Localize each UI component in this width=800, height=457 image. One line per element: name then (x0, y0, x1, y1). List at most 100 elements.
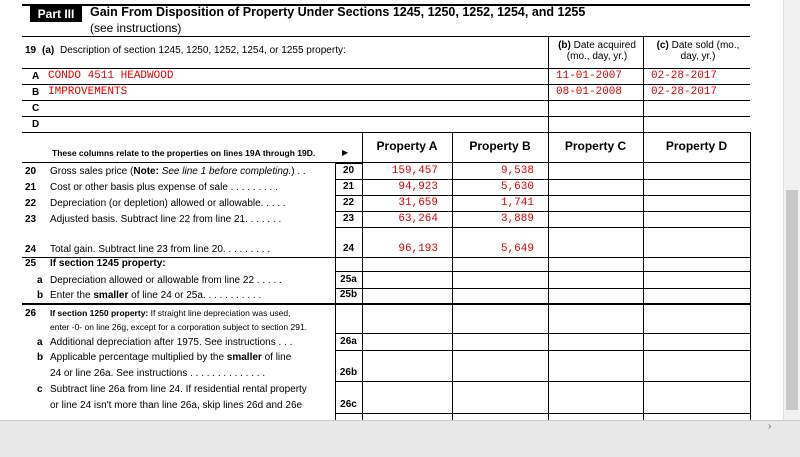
line-text: Description of section 1245, 1250, 1252,… (60, 45, 346, 56)
rule (22, 36, 750, 37)
col-header: (b) Date acquired (mo., day, yr.) (552, 40, 642, 62)
text-segment: If section 1250 property: (50, 308, 149, 318)
line-number: 20 (25, 166, 37, 177)
line-number: 21 (25, 182, 37, 193)
rule (22, 132, 750, 133)
rule (335, 195, 362, 196)
text-segment: If section 1245 property: (50, 258, 166, 269)
rule (452, 132, 453, 420)
text-segment: Enter the (50, 290, 94, 301)
text-segment: Depreciation allowed or allowable from l… (50, 275, 282, 286)
line-code: 22 (342, 197, 355, 208)
rule (335, 227, 362, 228)
line-number: 23 (25, 214, 37, 225)
line-number: b (37, 290, 44, 301)
text-segment: smaller (93, 290, 129, 301)
column-header: Property A (376, 139, 438, 153)
line-label: (a) (42, 45, 55, 56)
rule (643, 132, 644, 420)
rule (22, 303, 750, 305)
rule (22, 100, 750, 101)
rule (22, 84, 750, 85)
line-number: b (37, 352, 44, 363)
date-sold: 02-28-2017 (651, 86, 718, 98)
text-segment: Subtract line 26a from line 24. If resid… (50, 384, 307, 395)
line-code: 23 (342, 213, 355, 224)
line-code: 25a (340, 274, 357, 285)
text-segment: Adjusted basis. Subtract line 22 from li… (50, 214, 282, 225)
line-text: Adjusted basis. Subtract line 22 from li… (50, 214, 281, 225)
line-number: 25 (25, 258, 37, 269)
amount: 96,193 (398, 243, 438, 255)
line-text: Enter the smaller of line 24 or 25a. . .… (50, 290, 261, 301)
text-segment: Applicable percentage multiplied by the (50, 352, 227, 363)
columns-note: These columns relate to the properties o… (52, 148, 316, 158)
line-number: c (37, 384, 43, 395)
line-code: 26c (340, 399, 357, 410)
line-text: Depreciation (or depletion) allowed or a… (50, 198, 286, 209)
date-sold: 02-28-2017 (651, 70, 718, 82)
text-segment: of line (261, 352, 292, 363)
text-segment: If straight line depreciation was used, (148, 308, 291, 318)
line-code: 26b (339, 367, 358, 378)
part-subtitle: (see instructions) (90, 21, 182, 35)
vertical-scrollbar[interactable] (783, 0, 800, 420)
description: CONDO 4511 HEADWOOD (48, 70, 174, 82)
line-text: or line 24 isn't more than line 26a, ski… (50, 400, 302, 411)
rule (335, 333, 362, 334)
amount: 94,923 (398, 181, 438, 193)
line-text: Depreciation allowed or allowable from l… (50, 275, 282, 286)
amount: 159,457 (391, 165, 438, 177)
text-segment: Gross sales price ( (50, 166, 134, 177)
text-segment: enter -0- on line 26g, except for a corp… (50, 322, 308, 332)
line-text: Cost or other basis plus expense of sale… (50, 182, 278, 193)
line-number: a (37, 275, 43, 286)
rule (362, 195, 750, 196)
rule (335, 163, 362, 164)
arrow: ▶ (342, 148, 349, 157)
text-segment: or line 24 isn't more than line 26a, ski… (50, 400, 303, 411)
line-number: 24 (25, 244, 37, 255)
rule (362, 271, 750, 272)
scroll-thumb[interactable] (786, 190, 798, 410)
col-label: (c) (656, 40, 669, 51)
rule (335, 350, 362, 351)
horizontal-scrollbar[interactable] (0, 420, 800, 457)
line-text: Subtract line 26a from line 24. If resid… (50, 384, 307, 395)
line-number: 19 (25, 45, 37, 56)
amount: 3,889 (500, 213, 534, 225)
line-text: 24 or line 26a. See instructions . . . .… (50, 368, 265, 379)
text-segment: Total gain. Subtract line 23 from line 2… (50, 244, 271, 255)
text-segment: 24 or line 26a. See instructions . . . .… (50, 368, 266, 379)
line-number: 26 (25, 308, 37, 319)
date-acquired: 11-01-2007 (556, 70, 623, 82)
text-segment: Note: (133, 166, 159, 177)
rule (22, 257, 750, 258)
rule (22, 162, 750, 163)
text-segment: smaller (226, 352, 262, 363)
text-segment: Cost or other basis plus expense of sale… (50, 182, 278, 193)
row-letter: A (32, 71, 40, 82)
description: IMPROVEMENTS (48, 86, 128, 98)
line-code: 21 (342, 181, 355, 192)
text-segment: of line 24 or 25a. . . . . . . . . . . (128, 290, 262, 301)
line-number: a (37, 337, 43, 348)
column-header: Property C (564, 139, 627, 153)
amount: 5,649 (500, 243, 534, 255)
line-code: 24 (342, 243, 355, 254)
amount: 31,659 (398, 197, 438, 209)
rule (362, 333, 750, 334)
line-code: 25b (339, 289, 358, 300)
col-text: Date acquired (mo., day, yr.) (566, 40, 636, 62)
rule (750, 132, 751, 420)
line-text: Gross sales price (Note: See line 1 befo… (50, 166, 306, 177)
rule (362, 227, 750, 228)
scroll-arrow[interactable]: › (768, 421, 772, 432)
part-label: Part III (30, 6, 82, 22)
line-code: 26a (340, 336, 357, 347)
rule (335, 162, 336, 420)
rule (335, 288, 362, 289)
rule (335, 179, 362, 180)
rule (362, 413, 750, 414)
